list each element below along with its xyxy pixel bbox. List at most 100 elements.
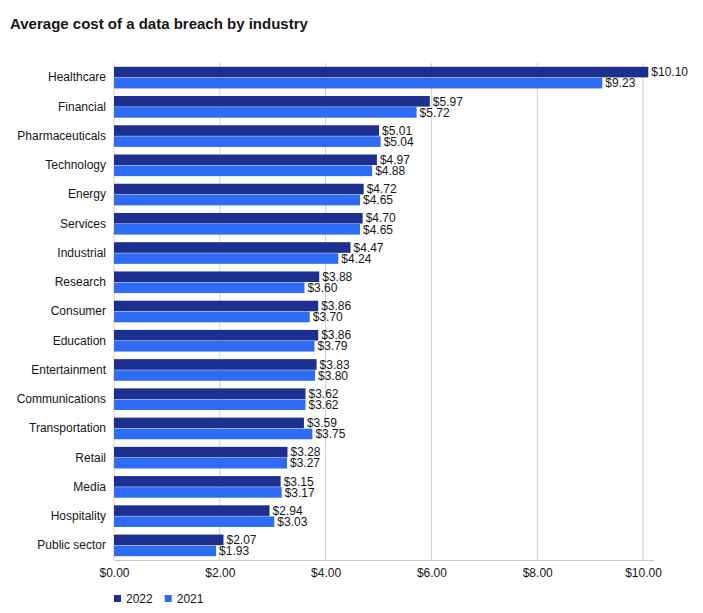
tick: Retail bbox=[75, 451, 114, 465]
data-label: $1.93 bbox=[219, 544, 249, 558]
grid-line bbox=[431, 63, 432, 560]
tick: $0.00 bbox=[99, 560, 129, 580]
bar bbox=[114, 78, 602, 89]
legend-label: 2022 bbox=[126, 592, 153, 606]
grid-line bbox=[643, 63, 644, 560]
bar bbox=[114, 535, 224, 546]
legend-swatch bbox=[165, 595, 172, 602]
tick: $8.00 bbox=[523, 560, 553, 580]
data-label: $4.65 bbox=[363, 193, 393, 207]
bar bbox=[114, 359, 317, 370]
bar bbox=[114, 312, 310, 323]
bar bbox=[114, 213, 363, 224]
category-label: Hospitality bbox=[51, 509, 106, 523]
tick: Energy bbox=[68, 187, 114, 201]
bar bbox=[114, 195, 360, 206]
data-label: $3.17 bbox=[285, 486, 315, 500]
tick-label: $4.00 bbox=[311, 566, 341, 580]
bar bbox=[114, 341, 314, 352]
data-label: $3.60 bbox=[307, 281, 337, 295]
data-label: $5.72 bbox=[420, 106, 450, 120]
bar bbox=[114, 487, 282, 498]
tick: Industrial bbox=[57, 246, 114, 260]
category-label: Transportation bbox=[29, 421, 106, 435]
bar bbox=[114, 166, 372, 177]
data-label: $3.79 bbox=[317, 339, 347, 353]
bar bbox=[114, 253, 338, 264]
bar bbox=[114, 282, 304, 293]
category-label: Financial bbox=[58, 100, 106, 114]
bar bbox=[114, 370, 315, 381]
bar bbox=[114, 429, 312, 440]
tick: Services bbox=[60, 217, 114, 231]
tick: $6.00 bbox=[417, 560, 447, 580]
tick: Public sector bbox=[37, 538, 114, 552]
tick: Research bbox=[55, 275, 114, 289]
category-label: Healthcare bbox=[48, 70, 106, 84]
plot: $10.10$5.97$5.01$4.97$4.72$4.70$4.47$3.8… bbox=[17, 63, 689, 580]
tick: $10.00 bbox=[625, 560, 662, 580]
bar bbox=[114, 136, 381, 147]
grid-line bbox=[537, 63, 538, 560]
data-label: $3.70 bbox=[313, 310, 343, 324]
bars bbox=[114, 67, 648, 556]
bar bbox=[114, 67, 648, 78]
bar bbox=[114, 399, 306, 410]
tick: Hospitality bbox=[51, 509, 114, 523]
bar bbox=[114, 516, 274, 527]
tick: Technology bbox=[45, 158, 114, 172]
legend-item: 2021 bbox=[165, 592, 204, 606]
category-label: Consumer bbox=[51, 304, 106, 318]
category-label: Industrial bbox=[57, 246, 106, 260]
tick-label: $2.00 bbox=[205, 566, 235, 580]
category-label: Public sector bbox=[37, 538, 106, 552]
data-label: $9.23 bbox=[605, 76, 635, 90]
data-label: $5.04 bbox=[384, 135, 414, 149]
legend: 2022 2021 bbox=[114, 592, 204, 606]
category-label: Technology bbox=[45, 158, 106, 172]
bar bbox=[114, 458, 287, 469]
title: Average cost of a data breach by industr… bbox=[10, 15, 309, 32]
data-label: $4.88 bbox=[375, 164, 405, 178]
x-axis: $0.00 $2.00 $4.00 $6.00 $8.00 $10.00 bbox=[99, 560, 662, 580]
data-label: $4.24 bbox=[341, 252, 371, 266]
data-label: $3.75 bbox=[315, 427, 345, 441]
tick: Media bbox=[73, 480, 114, 494]
bar bbox=[114, 388, 306, 399]
bar bbox=[114, 242, 350, 253]
tick-label: $0.00 bbox=[99, 566, 129, 580]
legend-label: 2021 bbox=[177, 592, 204, 606]
bar bbox=[114, 125, 379, 136]
data-label: $3.62 bbox=[309, 398, 339, 412]
bar bbox=[114, 505, 270, 516]
category-label: Services bbox=[60, 217, 106, 231]
tick: Education bbox=[53, 334, 114, 348]
tick-label: $8.00 bbox=[523, 566, 553, 580]
bar bbox=[114, 418, 304, 429]
category-label: Energy bbox=[68, 187, 106, 201]
tick: Communications bbox=[17, 392, 114, 406]
tick-label: $6.00 bbox=[417, 566, 447, 580]
data-label: $3.27 bbox=[290, 456, 320, 470]
data-label: $4.65 bbox=[363, 223, 393, 237]
bar bbox=[114, 184, 364, 195]
legend-swatch bbox=[114, 595, 121, 602]
bar bbox=[114, 447, 288, 458]
category-label: Education bbox=[53, 334, 106, 348]
category-label: Media bbox=[73, 480, 106, 494]
bar bbox=[114, 301, 318, 312]
category-label: Entertainment bbox=[31, 363, 106, 377]
chart: Average cost of a data breach by industr… bbox=[0, 0, 703, 613]
y-axis: Healthcare Financial Pharmaceuticals Techno… bbox=[17, 70, 114, 552]
bar bbox=[114, 271, 319, 282]
data-label: $10.10 bbox=[651, 65, 688, 79]
bar bbox=[114, 546, 216, 557]
tick: Entertainment bbox=[31, 363, 114, 377]
tick: Pharmaceuticals bbox=[17, 129, 114, 143]
tick: Healthcare bbox=[48, 70, 114, 84]
tick: $4.00 bbox=[311, 560, 341, 580]
tick: Consumer bbox=[51, 304, 114, 318]
bar bbox=[114, 155, 377, 166]
bar bbox=[114, 224, 360, 235]
data-label: $3.80 bbox=[318, 369, 348, 383]
